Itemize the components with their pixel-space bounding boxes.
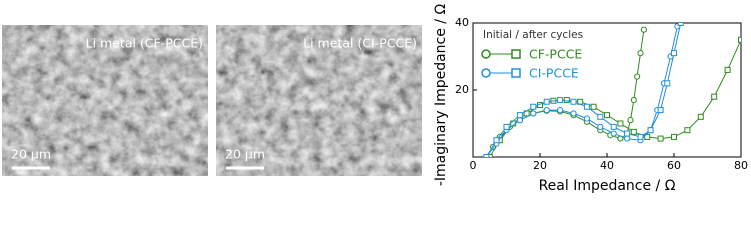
data-point xyxy=(604,112,610,119)
data-point xyxy=(530,103,537,110)
data-point xyxy=(597,113,604,120)
data-point xyxy=(543,98,550,105)
legend-marker xyxy=(511,49,521,59)
data-point xyxy=(637,50,644,57)
scale-bar-label: 20 μm xyxy=(225,147,265,162)
data-point xyxy=(677,23,684,26)
data-point xyxy=(738,36,741,43)
data-point xyxy=(697,113,704,120)
data-point xyxy=(610,130,617,137)
data-point xyxy=(597,123,604,130)
x-axis-label: Real Impedance / Ω xyxy=(539,178,676,194)
data-line xyxy=(489,39,741,157)
data-point xyxy=(684,127,691,134)
x-tick-label: 40 xyxy=(600,159,614,172)
data-point xyxy=(483,154,490,157)
data-point xyxy=(583,115,591,122)
data-point xyxy=(657,107,664,114)
legend-label: CI-PCCE xyxy=(529,66,579,81)
legend-marker xyxy=(481,49,491,59)
data-point xyxy=(630,128,637,135)
legend-title: Initial / after cycles xyxy=(483,29,583,41)
sem-texture xyxy=(2,25,208,176)
data-point xyxy=(640,26,647,33)
data-point xyxy=(503,123,510,130)
data-point xyxy=(671,133,677,140)
data-point xyxy=(516,117,524,124)
y-tick-label: 40 xyxy=(455,16,469,29)
data-point xyxy=(530,110,537,117)
data-point xyxy=(657,135,664,142)
x-tick-label: 80 xyxy=(734,159,748,172)
data-point xyxy=(486,154,493,157)
data-point xyxy=(637,133,644,140)
legend-marker xyxy=(481,68,491,78)
data-point xyxy=(557,107,564,114)
legend-marker xyxy=(511,68,521,78)
legend-label: CF-PCCE xyxy=(529,47,582,62)
data-point xyxy=(543,107,550,114)
data-point xyxy=(644,133,651,140)
data-point xyxy=(671,50,677,57)
y-axis-label: -Imaginary Impedance / Ω xyxy=(433,4,449,187)
data-point xyxy=(630,96,637,104)
scale-bar-label: 20 μm xyxy=(11,147,51,162)
x-tick-label: 0 xyxy=(470,159,477,172)
x-tick-label: 60 xyxy=(667,159,681,172)
data-point xyxy=(724,66,731,73)
data-line xyxy=(485,23,682,157)
data-point xyxy=(570,110,577,117)
data-point xyxy=(634,73,641,80)
data-point xyxy=(647,127,654,134)
page: Li metal (CF-PCCE) Li metal (CI-PCCE) 20… xyxy=(2,3,748,194)
panel-label: Li metal (CI-PCCE) xyxy=(303,36,417,51)
data-point xyxy=(563,97,570,104)
data-point xyxy=(557,97,564,104)
y-tick-label: 20 xyxy=(455,83,469,96)
data-point xyxy=(664,80,671,87)
data-point xyxy=(516,112,523,119)
data-point xyxy=(610,123,617,130)
data-point xyxy=(493,137,500,144)
data-point xyxy=(624,135,631,142)
data-point xyxy=(624,130,631,137)
panel-label: Li metal (CF-PCCE) xyxy=(86,36,203,51)
figure: Li metal (CF-PCCE) Li metal (CI-PCCE) 20… xyxy=(2,4,748,194)
data-point xyxy=(583,103,590,110)
sem-texture xyxy=(216,25,422,176)
plot-frame xyxy=(472,22,742,158)
data-point xyxy=(590,103,597,110)
data-point xyxy=(617,120,624,127)
data-point xyxy=(711,93,718,100)
data-point xyxy=(570,98,577,105)
x-tick-label: 20 xyxy=(533,159,547,172)
data-point xyxy=(627,117,634,124)
